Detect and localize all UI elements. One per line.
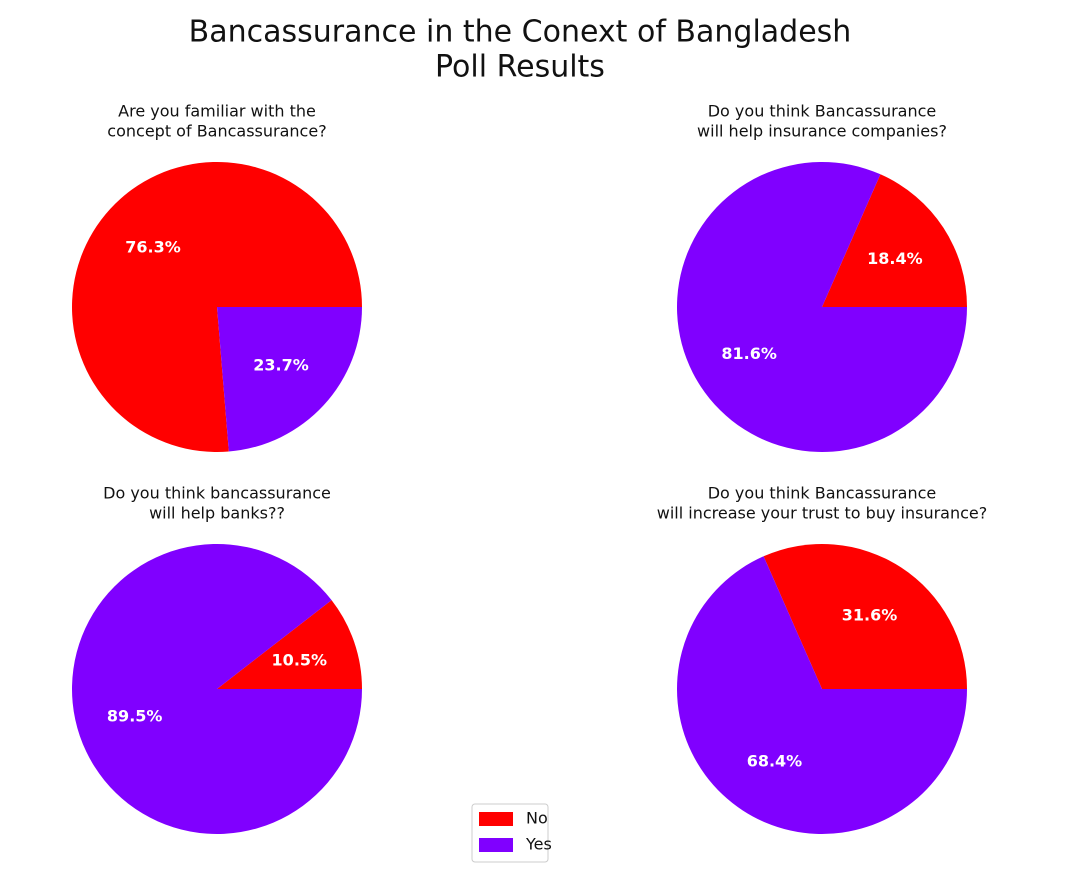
- value-label: 89.5%: [107, 707, 163, 726]
- subplot-title: concept of Bancassurance?: [107, 122, 326, 141]
- value-label: 18.4%: [867, 249, 923, 268]
- legend-swatch: [479, 812, 513, 826]
- subplot-title: will help insurance companies?: [697, 122, 947, 141]
- value-label: 81.6%: [721, 344, 777, 363]
- subplot-title: Do you think Bancassurance: [708, 102, 937, 121]
- subplot-title: will increase your trust to buy insuranc…: [657, 504, 988, 523]
- value-label: 23.7%: [253, 355, 309, 374]
- pie-wedge: [217, 307, 362, 452]
- chart-title: Poll Results: [435, 50, 605, 85]
- legend-label: Yes: [525, 835, 552, 854]
- subplot-title: Are you familiar with the: [118, 102, 316, 121]
- pie-wedge: [822, 174, 967, 307]
- legend-swatch: [479, 838, 513, 852]
- subplot-title: Do you think bancassurance: [103, 484, 331, 503]
- pie-wedge: [72, 544, 363, 834]
- subplot-title: Do you think Bancassurance: [708, 484, 937, 503]
- value-label: 10.5%: [272, 650, 328, 669]
- legend-label: No: [526, 809, 548, 828]
- value-label: 68.4%: [747, 751, 803, 770]
- value-label: 76.3%: [125, 238, 181, 257]
- pie-wedge: [763, 544, 967, 689]
- subplot-title: will help banks??: [149, 504, 285, 523]
- pie-wedge: [217, 600, 362, 689]
- pie-wedge: [676, 161, 967, 452]
- chart-title: Bancassurance in the Conext of Banglades…: [189, 15, 852, 50]
- pie-wedge: [677, 556, 967, 834]
- value-label: 31.6%: [842, 606, 898, 625]
